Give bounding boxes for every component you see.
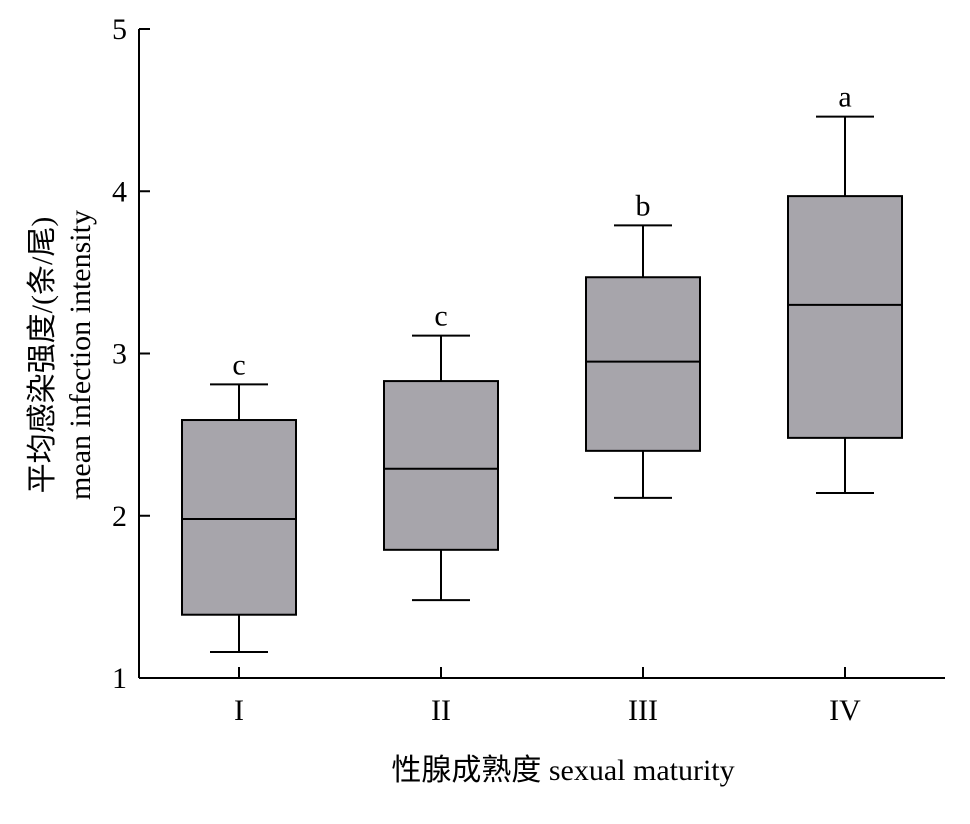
significance-label: c <box>232 348 245 381</box>
interquartile-box <box>787 195 903 439</box>
y-axis-title-english: mean infection intensity <box>64 210 97 500</box>
interquartile-box <box>383 380 499 551</box>
box-iii: b <box>585 189 701 499</box>
y-ticks: 1 2 3 4 5 <box>112 13 150 695</box>
y-tick-label: 5 <box>112 13 127 46</box>
y-tick-label: 3 <box>112 338 127 371</box>
y-tick-label: 1 <box>112 662 127 695</box>
x-ticks: I II III IV <box>234 667 861 727</box>
interquartile-box <box>585 276 701 452</box>
x-tick-label: I <box>234 694 244 727</box>
box-i: c <box>181 348 297 654</box>
significance-label: c <box>434 300 447 333</box>
x-tick-label: IV <box>829 694 861 727</box>
x-axis-title: 性腺成熟度 sexual maturity <box>391 754 734 787</box>
y-tick-label: 4 <box>112 175 127 208</box>
significance-label: b <box>636 189 651 222</box>
x-tick-label: II <box>431 694 451 727</box>
x-tick-label: III <box>628 694 658 727</box>
significance-label: a <box>838 81 851 114</box>
boxes: c c b a <box>181 81 903 654</box>
y-axis-title-chinese: 平均感染强度/(条/尾) <box>26 217 59 494</box>
box-ii: c <box>383 300 499 602</box>
interquartile-box <box>181 419 297 616</box>
y-tick-label: 2 <box>112 500 127 533</box>
box-iv: a <box>787 81 903 495</box>
